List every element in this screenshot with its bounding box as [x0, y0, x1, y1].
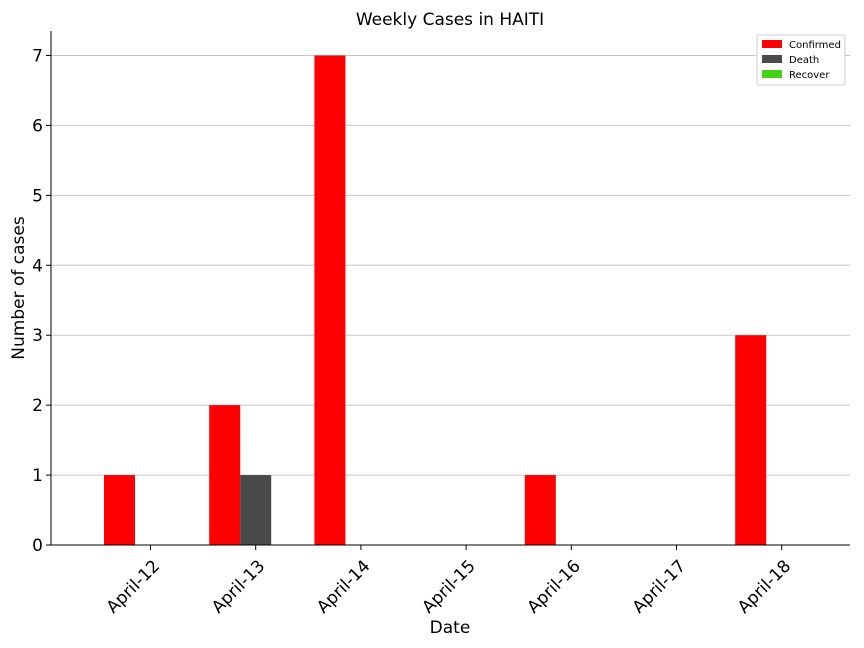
x-tick-label: April-14 [313, 556, 374, 617]
y-tick-label: 0 [32, 536, 43, 556]
x-axis-label: Date [430, 618, 471, 638]
bar-confirmed-april-18 [735, 335, 767, 545]
legend-label-confirmed: Confirmed [789, 40, 841, 51]
bar-confirmed-april-13 [209, 405, 241, 545]
x-tick-label: April-12 [103, 556, 164, 617]
y-tick-label: 1 [32, 466, 43, 486]
legend-label-recover: Recover [789, 70, 830, 81]
bar-confirmed-april-14 [314, 55, 346, 545]
legend-swatch-confirmed [762, 40, 782, 48]
legend-swatch-death [762, 55, 782, 63]
legend: Confirmed Death Recover [756, 34, 846, 86]
y-tick-label: 6 [32, 116, 43, 136]
x-tick-label: April-13 [208, 556, 269, 617]
x-tick-label: April-15 [418, 556, 479, 617]
bar-confirmed-april-16 [524, 475, 556, 545]
bar-confirmed-april-12 [104, 475, 135, 545]
legend-swatch-recover [762, 70, 782, 78]
y-tick-label: 3 [32, 326, 43, 346]
gridlines [51, 54, 850, 476]
axes [50, 31, 850, 546]
y-tick-label: 7 [32, 46, 43, 66]
y-tick-label: 4 [32, 256, 43, 276]
x-ticks: April-12 April-13 April-14 April-15 April-16… [103, 545, 795, 618]
x-tick-label: April-17 [629, 556, 690, 617]
bar-death-april-13 [240, 475, 272, 545]
chart-title: Weekly Cases in HAITI [356, 10, 544, 30]
y-ticks: 0 1 2 3 4 5 6 7 [32, 46, 51, 556]
y-tick-label: 2 [32, 396, 43, 416]
y-axis-label: Number of cases [9, 216, 29, 360]
x-tick-label: April-18 [734, 556, 795, 617]
legend-label-death: Death [789, 55, 819, 66]
y-tick-label: 5 [32, 186, 43, 206]
x-tick-label: April-16 [524, 556, 585, 617]
bars [104, 55, 767, 545]
